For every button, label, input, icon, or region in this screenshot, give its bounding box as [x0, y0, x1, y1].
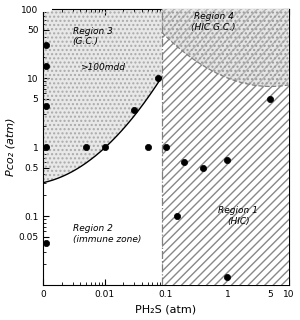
Polygon shape: [43, 9, 162, 183]
Text: >100mdd: >100mdd: [80, 63, 125, 72]
Polygon shape: [162, 9, 289, 285]
Text: Region 4
(HIC G.C.): Region 4 (HIC G.C.): [191, 12, 236, 32]
Text: Region 3
(G.C.): Region 3 (G.C.): [73, 27, 112, 46]
Polygon shape: [162, 9, 289, 86]
Y-axis label: Pco₂ (atm): Pco₂ (atm): [6, 118, 16, 176]
X-axis label: PH₂S (atm): PH₂S (atm): [135, 304, 196, 315]
Text: Region 2
(immune zone): Region 2 (immune zone): [73, 224, 141, 244]
Text: Region 1
(HIC): Region 1 (HIC): [218, 206, 258, 226]
